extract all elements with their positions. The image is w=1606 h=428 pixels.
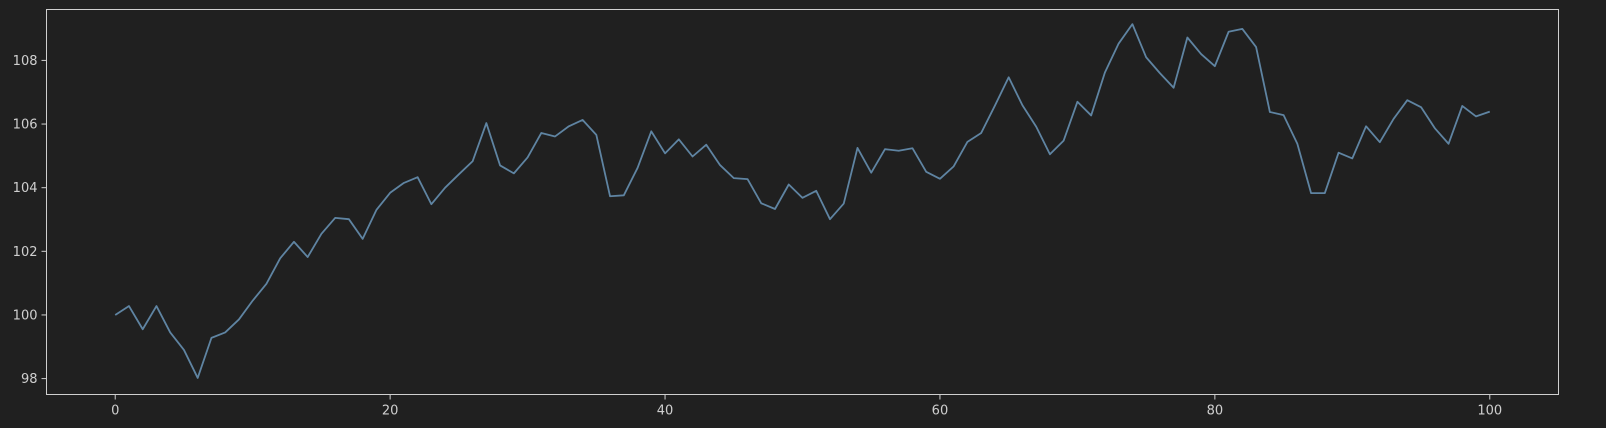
x-tick-label: 40 (657, 404, 674, 419)
y-tick-label: 100 (13, 308, 38, 323)
x-tick-label: 80 (1207, 404, 1224, 419)
x-tick-label: 100 (1477, 404, 1502, 419)
y-tick-label: 98 (21, 372, 38, 387)
y-tick-label: 108 (13, 54, 38, 69)
plot-frame (46, 9, 1559, 395)
y-tick-label: 106 (13, 118, 38, 133)
x-tick-label: 60 (932, 404, 949, 419)
x-tick-label: 0 (111, 404, 119, 419)
x-axis: 0 20 40 60 80 100 (111, 394, 1502, 419)
y-tick-label: 104 (13, 181, 38, 196)
series-line (114, 23, 1491, 379)
x-tick-label: 20 (382, 404, 399, 419)
series-layer (114, 23, 1491, 379)
y-tick-label: 102 (13, 245, 38, 260)
y-axis: 98 100 102 104 106 108 (13, 54, 47, 387)
